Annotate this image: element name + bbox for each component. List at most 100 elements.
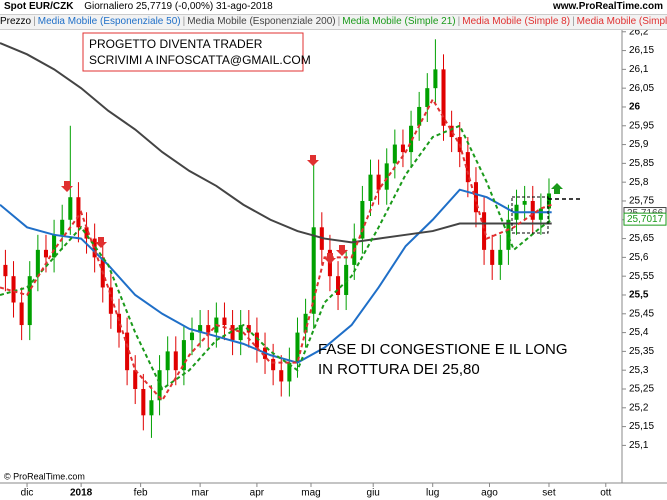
candle-body [482,212,487,250]
arrow-down [324,253,336,264]
plot-layer [0,39,553,438]
ma-line [0,42,552,244]
y-tick-label: 26,15 [629,45,654,56]
source: www.ProRealTime.com [552,1,663,12]
arrow-up [551,183,563,194]
last-value-label: 25,7017 [627,214,664,225]
candle-body [157,370,162,401]
candle-body [173,351,178,371]
candle-body [287,362,292,382]
candle-body [230,325,235,341]
candle-body [246,325,251,333]
candle-body [181,340,186,371]
y-tick-label: 25,1 [629,440,649,451]
arrow-down [61,181,73,192]
legend-entry: Media Mobile (Simple 8) [576,16,667,27]
candle-body [254,332,259,348]
candle-body [490,249,495,265]
candle-body [108,287,113,314]
y-tick-label: 26,05 [629,83,654,94]
x-tick-label: ott [600,488,611,499]
ma-line [0,124,553,391]
annotation-text: SCRIVIMI A INFOSCATTA@GMAIL.COM [89,53,311,67]
last-value-box [623,212,667,226]
candle-body [11,276,16,303]
subtitle: Giornaliero 25,7719 (-0,00%) 31-ago-2018 [84,1,273,12]
x-tick-label: set [542,488,556,499]
symbol: Spot EUR/CZK [4,1,74,12]
candle-body [368,174,373,201]
y-tick-label: 25,45 [629,308,654,319]
candle-body [303,313,308,333]
y-tick-label: 26,1 [629,64,649,75]
y-tick-label: 25,75 [629,196,654,207]
y-tick-label: 25,6 [629,252,649,263]
annotation-text: FASE DI CONGESTIONE E IL LONG [318,341,568,358]
candle-body [189,332,195,341]
candle-body [60,219,65,235]
candle-body [546,193,552,209]
candle-body [206,325,211,333]
candle-body [92,238,97,258]
candle-body [133,370,138,389]
candle-body [311,227,316,314]
separator: | [337,16,341,27]
header: Spot EUR/CZK Giornaliero 25,7719 (-0,00%… [0,0,667,14]
candle-body [27,276,32,326]
x-tick-label: mar [192,488,210,499]
y-tick-label: 26 [629,102,641,113]
candle-body [222,317,227,326]
candle-body [116,313,122,333]
candle-body [425,88,430,107]
x-tick-label: apr [250,488,265,499]
x-tick-label: 2018 [70,488,93,499]
candle-body [125,332,130,371]
candle-body [441,69,446,126]
candle-body [43,249,49,258]
candle-body [400,144,405,153]
candle-body [68,197,73,220]
x-tick-label: ago [481,488,498,499]
candle-body [384,163,389,190]
candle-body [522,200,527,205]
candle-body [433,69,438,89]
legend-entry: Media Mobile (Simple 21) [342,16,456,27]
legend: Prezzo | Media Mobile (Esponenziale 50) | Me… [0,14,667,30]
candle-body [376,174,381,190]
arrow-down [307,155,319,166]
separator: | [457,16,461,27]
y-tick-label: 25,9 [629,139,649,150]
candle-body [3,264,8,277]
x-tick-label: lug [426,488,439,499]
candle-body [295,332,300,363]
candle-body [344,264,349,295]
candle-body [141,388,146,416]
y-tick-label: 25,2 [629,402,649,413]
x-tick-label: mag [301,488,320,499]
copyright: © ProRealTime.com [4,471,85,481]
legend-entry: Media Mobile (Esponenziale 50) [37,16,181,27]
candle-body [465,152,470,183]
legend-entry: Media Mobile (Simple 8) [462,16,571,27]
separator: | [572,16,575,27]
candle-body [238,325,243,341]
candle-body [409,125,414,153]
candle-body [498,249,503,265]
candle-body [52,234,57,258]
y-tick-label: 25,85 [629,158,654,169]
y-tick-label: 25,25 [629,384,654,395]
candle-body [271,358,276,371]
candle-body [35,249,40,277]
x-tick-label: giu [367,488,380,499]
y-tick-label: 25,3 [629,365,649,376]
candle-body [449,125,454,138]
y-tick-label: 25,35 [629,346,654,357]
x-tick-label: dic [21,488,34,499]
arrow-down [95,237,107,248]
candle-body [279,370,284,382]
candle-body [19,302,24,326]
separator: | [182,16,186,27]
candle-body [76,197,81,228]
